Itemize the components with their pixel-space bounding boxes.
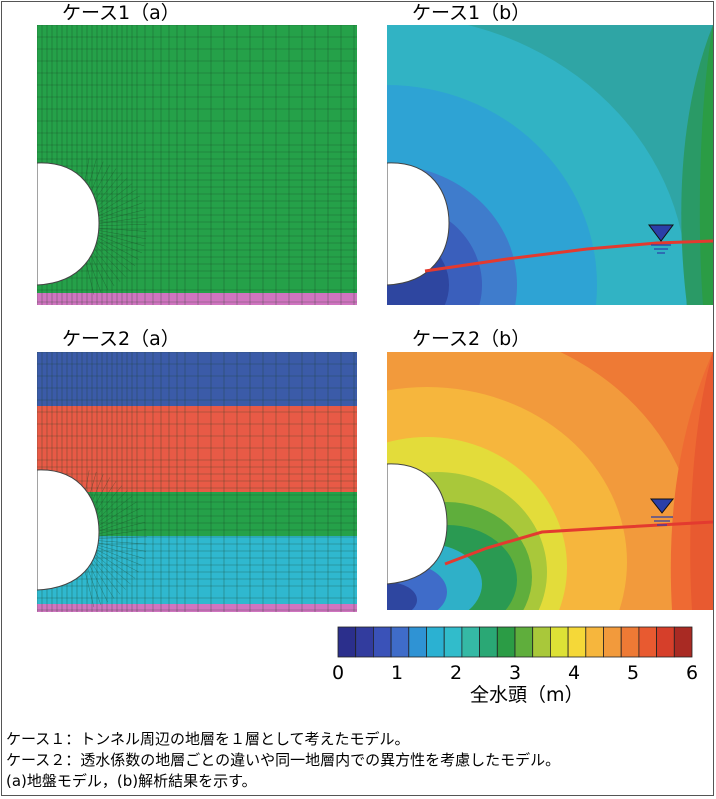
result-panel-case2b (387, 352, 713, 610)
colorbar-cell (408, 626, 427, 658)
mesh-panel-case2a (37, 352, 357, 612)
colorbar-cell (479, 626, 498, 658)
colorbar-cell (373, 626, 392, 658)
caption-case2: ケース２：透水係数の地層ごとの違いや同一地層内での異方性を考慮したモデル。 (6, 751, 561, 769)
groundwater-line (424, 239, 713, 273)
tunnel-opening (37, 469, 100, 591)
colorbar-cell (585, 626, 604, 658)
colorbar-tick-label: 3 (509, 662, 521, 684)
colorbar-tick-label: 5 (627, 662, 639, 684)
layer-1 (37, 352, 357, 406)
tunnel-opening (37, 162, 100, 286)
groundwater-line (444, 520, 713, 566)
colorbar-cell (549, 626, 569, 658)
colorbar-cell (620, 626, 640, 658)
colorbar-tick-label: 1 (391, 662, 403, 684)
result-panel-case1b (387, 25, 713, 305)
colorbar-tick-label: 2 (450, 662, 462, 684)
colorbar-cell (514, 626, 534, 658)
caption-legend: (a)地盤モデル，(b)解析結果を示す。 (6, 772, 257, 790)
tunnel-opening (387, 463, 448, 585)
colorbar-tick-label: 4 (568, 662, 580, 684)
colorbar-cell (461, 626, 480, 658)
colorbar: 0 1 2 3 4 5 6 (330, 625, 710, 691)
panel-title-case1b: ケース1（b） (412, 2, 531, 24)
colorbar-cell (567, 626, 587, 658)
water-level-marker (648, 224, 674, 254)
colorbar-cell (355, 626, 374, 658)
panel-title-case2a: ケース2（a） (62, 328, 180, 350)
panel-title-case1a: ケース1（a） (62, 2, 180, 24)
layer-2 (37, 406, 357, 492)
colorbar-tick-label: 6 (686, 662, 698, 684)
colorbar-cell (337, 626, 357, 658)
colorbar-cell (426, 626, 445, 658)
layer-base (37, 604, 357, 612)
panel-title-case2b: ケース2（b） (412, 328, 531, 350)
layer-base (37, 293, 357, 305)
caption-case1: ケース１：トンネル周辺の地層を１層として考えたモデル。 (6, 730, 410, 748)
mesh-panel-case1a (37, 25, 357, 305)
colorbar-cell (443, 626, 463, 658)
colorbar-ticks: 0 1 2 3 4 5 6 (332, 662, 698, 684)
colorbar-cell (496, 626, 516, 658)
colorbar-cell (532, 626, 551, 658)
colorbar-title: 全水頭（m） (470, 684, 584, 706)
colorbar-cell (638, 626, 657, 658)
colorbar-tick-label: 0 (332, 662, 344, 684)
colorbar-cells (337, 626, 693, 658)
mesh-grid (37, 352, 357, 612)
water-level-marker (649, 498, 675, 526)
colorbar-cell (656, 626, 675, 658)
tunnel-opening (387, 162, 450, 286)
colorbar-cell (603, 626, 622, 658)
colorbar-cell (390, 626, 410, 658)
colorbar-cell (673, 626, 693, 658)
